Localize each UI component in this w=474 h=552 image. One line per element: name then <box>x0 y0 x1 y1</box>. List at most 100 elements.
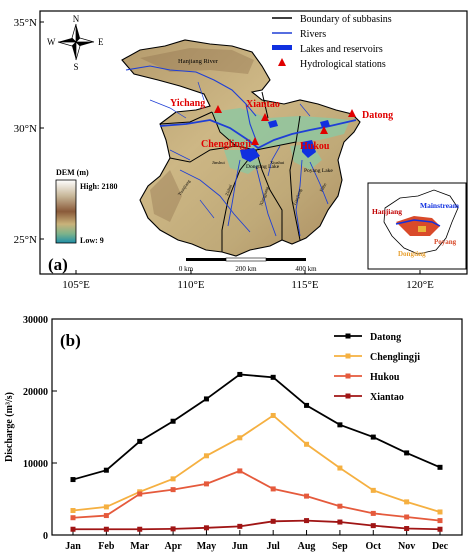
y-tick-label: 0 <box>43 531 48 542</box>
point-datong <box>170 418 176 424</box>
scale-seg-1 <box>186 258 226 261</box>
point-datong <box>203 396 209 402</box>
point-xiantao <box>103 526 109 532</box>
point-hukou <box>70 515 76 521</box>
x-tick-label: Mar <box>130 541 149 552</box>
lon-label-105: 105°E <box>62 279 90 291</box>
hanjiang-river <box>125 65 257 117</box>
map-panel: 35°N 30°N 25°N 105°E 110°E 115°E 120°E N <box>14 10 468 291</box>
point-chenglingji <box>70 508 76 514</box>
panel-a-label: (a) <box>48 255 68 274</box>
inset-poyang-label: Poyang <box>434 238 457 246</box>
yangtze-basin-map: Yichang Xiantao Datong Chenglingji Hukou… <box>121 39 393 257</box>
label-fuhe: Fuhe <box>319 182 328 192</box>
legend-marker-datong <box>345 333 351 339</box>
point-hukou <box>370 510 376 516</box>
latitude-axis: 35°N 30°N 25°N <box>14 17 44 246</box>
station-xiantao-marker <box>261 113 269 121</box>
point-xiantao <box>370 523 376 529</box>
series-line-hukou <box>72 469 441 522</box>
x-tick-label: May <box>197 541 216 552</box>
point-chenglingji <box>270 412 276 418</box>
scale-label-400: 400 km <box>295 265 317 273</box>
legend-stations-label: Hydrological stations <box>300 59 386 70</box>
legend-stations-symbol <box>278 58 286 66</box>
label-dongting-lake: Dongting Lake <box>246 164 280 170</box>
x-tick-label: Nov <box>398 541 415 552</box>
series-line-chenglingji <box>72 414 441 513</box>
longitude-axis: 105°E 110°E 115°E 120°E <box>62 270 434 291</box>
legend-lakes-label: Lakes and reservoirs <box>300 44 383 55</box>
dem-gradient <box>55 179 77 244</box>
hanjiang-lower <box>245 103 257 141</box>
yangtze-mainstream <box>159 119 357 150</box>
series-line-xiantao <box>73 519 441 531</box>
point-datong <box>437 464 443 470</box>
point-xiantao <box>70 526 76 532</box>
point-hukou <box>170 487 176 493</box>
point-hukou <box>103 513 109 519</box>
chart-legend: Datong Chenglingji Hukou Xiantao <box>334 332 420 403</box>
scale-seg-2 <box>225 257 267 262</box>
legend-label-chenglingji: Chenglingji <box>370 352 420 363</box>
point-chenglingji <box>237 435 243 441</box>
y-axis: 0 10000 20000 30000 <box>23 315 57 542</box>
label-zishui: Zishui <box>224 183 233 196</box>
lat-label-30: 30°N <box>14 123 37 135</box>
station-chenglingji-label: Chenglingji <box>201 139 251 150</box>
subbasin-boundaries <box>159 91 301 252</box>
inset-mainstream-label: Mainstream <box>420 201 460 210</box>
point-datong <box>103 467 109 473</box>
minor-rivers <box>149 81 311 219</box>
y-axis-label: Discharge (m³/s) <box>4 392 15 462</box>
point-datong <box>270 374 276 380</box>
point-datong <box>70 477 76 483</box>
point-hukou <box>304 493 310 499</box>
label-ganjiang: Ganjiang <box>292 187 303 205</box>
lon-label-115: 115°E <box>291 279 318 291</box>
scale-bar: 0 km 200 km 400 km <box>179 257 317 273</box>
legend-marker-xiantao <box>345 393 351 399</box>
mountain-shade <box>140 48 254 74</box>
river-fuhe <box>309 161 329 205</box>
y-tick-label: 30000 <box>23 315 48 326</box>
compass-w: W <box>47 37 56 47</box>
scale-label-0: 0 km <box>179 265 194 273</box>
point-xiantao <box>437 526 443 532</box>
x-tick-label: Aug <box>298 541 316 552</box>
point-hukou <box>237 468 243 474</box>
basin-terrain <box>121 39 361 257</box>
x-tick-label: Oct <box>365 541 381 552</box>
legend-marker-chenglingji <box>345 353 351 359</box>
point-hukou <box>137 491 143 497</box>
lon-label-110: 110°E <box>177 279 204 291</box>
label-xiushui: Xiushui <box>270 160 285 165</box>
river-zishui <box>227 159 241 227</box>
lon-label-120: 120°E <box>406 279 434 291</box>
point-chenglingji <box>437 509 443 515</box>
inset-mainstream <box>395 219 441 227</box>
mountain-shade <box>150 170 182 222</box>
series-line-datong <box>72 373 441 481</box>
point-chenglingji <box>404 499 410 505</box>
point-xiantao <box>137 526 143 532</box>
legend-marker-hukou <box>345 373 351 379</box>
dem-high: High: 2180 <box>80 182 118 191</box>
point-xiantao <box>170 526 176 532</box>
compass-e: E <box>98 37 104 47</box>
poyang-lake-shape <box>302 140 316 158</box>
point-chenglingji <box>337 465 343 471</box>
legend-lakes-symbol <box>272 45 292 50</box>
point-datong <box>304 402 310 408</box>
point-chenglingji <box>170 476 176 482</box>
point-datong <box>337 422 343 428</box>
x-tick-label: Apr <box>164 541 182 552</box>
station-datong-marker <box>348 109 356 117</box>
inset-hanjiang-label: Hanjiang <box>372 207 402 216</box>
river-ganjiang <box>295 159 303 237</box>
station-xiantao-label: Xiantao <box>246 99 280 110</box>
point-xiantao <box>237 523 243 529</box>
point-datong <box>404 450 410 456</box>
point-hukou <box>270 486 276 492</box>
point-chenglingji <box>370 487 376 493</box>
